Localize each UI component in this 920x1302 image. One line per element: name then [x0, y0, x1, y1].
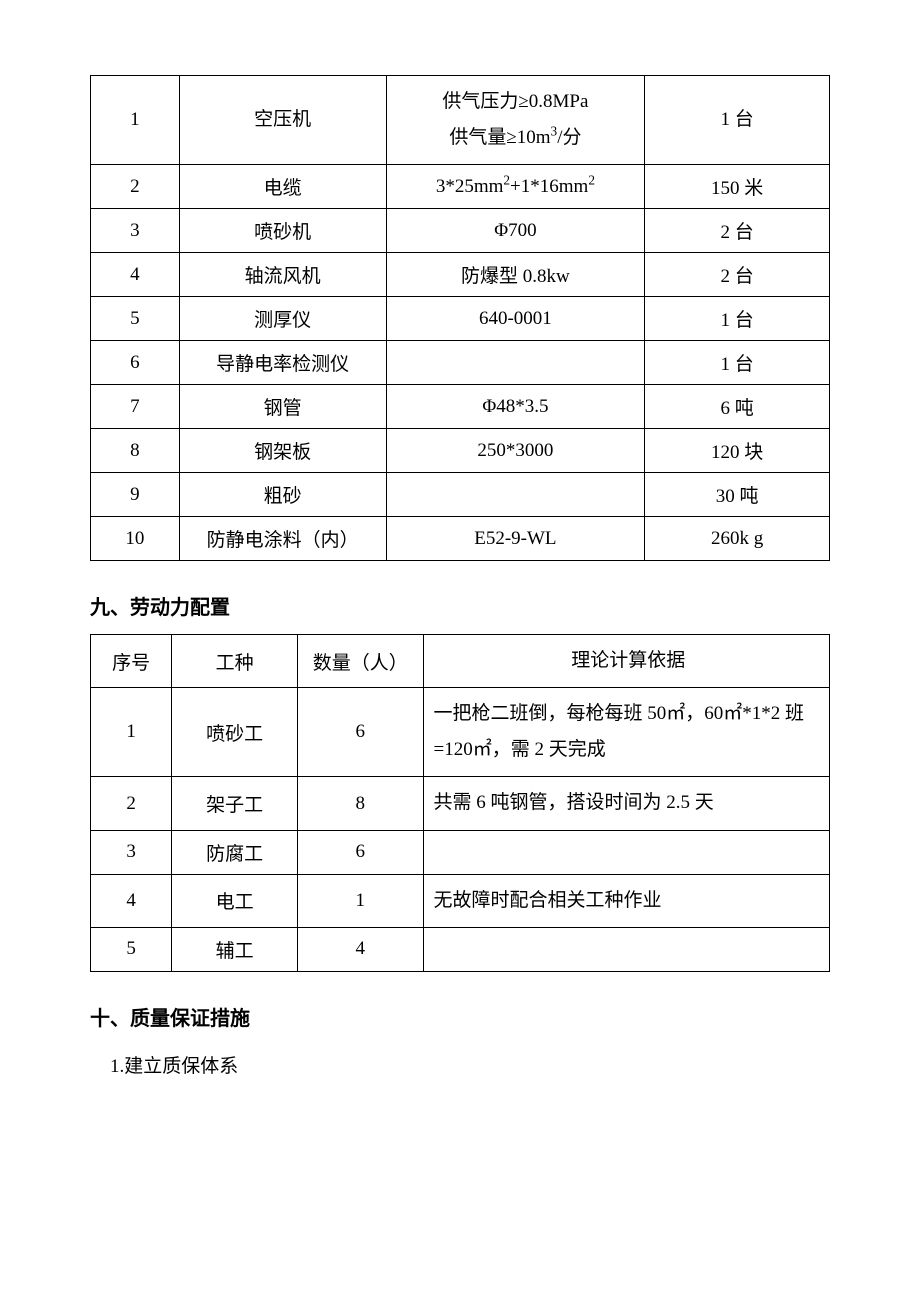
cell-num: 5 [91, 927, 172, 971]
cell-basis: 无故障时配合相关工种作业 [423, 874, 829, 927]
cell-basis [423, 830, 829, 874]
cell-spec: 3*25mm2+1*16mm2 [386, 165, 645, 209]
cell-qty: 4 [297, 927, 423, 971]
table-row: 5测厚仪640-00011 台 [91, 297, 830, 341]
cell-type: 防腐工 [172, 830, 298, 874]
table-row: 4轴流风机防爆型 0.8kw2 台 [91, 253, 830, 297]
cell-qty: 2 台 [645, 209, 830, 253]
table-row: 2架子工8共需 6 吨钢管，搭设时间为 2.5 天 [91, 777, 830, 830]
cell-num: 3 [91, 830, 172, 874]
table-row: 7钢管Φ48*3.56 吨 [91, 385, 830, 429]
cell-basis: 一把枪二班倒，每枪每班 50㎡，60㎡*1*2 班=120㎡，需 2 天完成 [423, 688, 829, 777]
cell-spec: 640-0001 [386, 297, 645, 341]
table-header: 序号 [91, 635, 172, 688]
table-header: 理论计算依据 [423, 635, 829, 688]
cell-qty: 120 块 [645, 429, 830, 473]
section-10-heading: 十、质量保证措施 [90, 1002, 830, 1031]
section-10-sub1: 1.建立质保体系 [110, 1051, 830, 1078]
cell-name: 导静电率检测仪 [179, 341, 386, 385]
cell-qty: 6 吨 [645, 385, 830, 429]
cell-num: 8 [91, 429, 180, 473]
cell-name: 粗砂 [179, 473, 386, 517]
cell-num: 4 [91, 874, 172, 927]
section-9-heading: 九、劳动力配置 [90, 591, 830, 620]
cell-qty: 6 [297, 688, 423, 777]
cell-num: 2 [91, 777, 172, 830]
cell-type: 喷砂工 [172, 688, 298, 777]
cell-spec [386, 473, 645, 517]
table-row: 8钢架板250*3000120 块 [91, 429, 830, 473]
cell-num: 7 [91, 385, 180, 429]
cell-qty: 1 [297, 874, 423, 927]
cell-name: 防静电涂料（内） [179, 517, 386, 561]
table-row: 4电工1无故障时配合相关工种作业 [91, 874, 830, 927]
table-row: 1空压机供气压力≥0.8MPa供气量≥10m3/分1 台 [91, 76, 830, 165]
cell-num: 10 [91, 517, 180, 561]
cell-num: 1 [91, 76, 180, 165]
cell-qty: 2 台 [645, 253, 830, 297]
cell-qty: 30 吨 [645, 473, 830, 517]
cell-name: 钢管 [179, 385, 386, 429]
cell-num: 4 [91, 253, 180, 297]
cell-spec: 供气压力≥0.8MPa供气量≥10m3/分 [386, 76, 645, 165]
cell-name: 轴流风机 [179, 253, 386, 297]
cell-type: 架子工 [172, 777, 298, 830]
table-row: 6导静电率检测仪 1 台 [91, 341, 830, 385]
table-row: 3防腐工6 [91, 830, 830, 874]
cell-name: 电缆 [179, 165, 386, 209]
cell-qty: 1 台 [645, 341, 830, 385]
table-row: 3喷砂机Φ7002 台 [91, 209, 830, 253]
cell-spec: 防爆型 0.8kw [386, 253, 645, 297]
cell-name: 喷砂机 [179, 209, 386, 253]
cell-spec: E52-9-WL [386, 517, 645, 561]
cell-spec [386, 341, 645, 385]
table-header-row: 序号工种数量（人）理论计算依据 [91, 635, 830, 688]
table-row: 2电缆3*25mm2+1*16mm2150 米 [91, 165, 830, 209]
cell-qty: 1 台 [645, 297, 830, 341]
cell-spec: 250*3000 [386, 429, 645, 473]
cell-basis: 共需 6 吨钢管，搭设时间为 2.5 天 [423, 777, 829, 830]
table-row: 1喷砂工6一把枪二班倒，每枪每班 50㎡，60㎡*1*2 班=120㎡，需 2 … [91, 688, 830, 777]
cell-num: 5 [91, 297, 180, 341]
table-row: 10防静电涂料（内）E52-9-WL260k g [91, 517, 830, 561]
cell-type: 辅工 [172, 927, 298, 971]
cell-basis [423, 927, 829, 971]
cell-num: 9 [91, 473, 180, 517]
cell-spec: Φ48*3.5 [386, 385, 645, 429]
cell-qty: 8 [297, 777, 423, 830]
cell-spec: Φ700 [386, 209, 645, 253]
equipment-table: 1空压机供气压力≥0.8MPa供气量≥10m3/分1 台2电缆3*25mm2+1… [90, 75, 830, 561]
cell-num: 3 [91, 209, 180, 253]
cell-qty: 150 米 [645, 165, 830, 209]
labor-table: 序号工种数量（人）理论计算依据1喷砂工6一把枪二班倒，每枪每班 50㎡，60㎡*… [90, 634, 830, 971]
cell-num: 1 [91, 688, 172, 777]
table-header: 工种 [172, 635, 298, 688]
cell-name: 空压机 [179, 76, 386, 165]
cell-qty: 260k g [645, 517, 830, 561]
cell-name: 测厚仪 [179, 297, 386, 341]
table-header: 数量（人） [297, 635, 423, 688]
table-row: 5辅工4 [91, 927, 830, 971]
table-row: 9粗砂 30 吨 [91, 473, 830, 517]
cell-qty: 6 [297, 830, 423, 874]
cell-qty: 1 台 [645, 76, 830, 165]
cell-num: 6 [91, 341, 180, 385]
cell-num: 2 [91, 165, 180, 209]
cell-type: 电工 [172, 874, 298, 927]
cell-name: 钢架板 [179, 429, 386, 473]
